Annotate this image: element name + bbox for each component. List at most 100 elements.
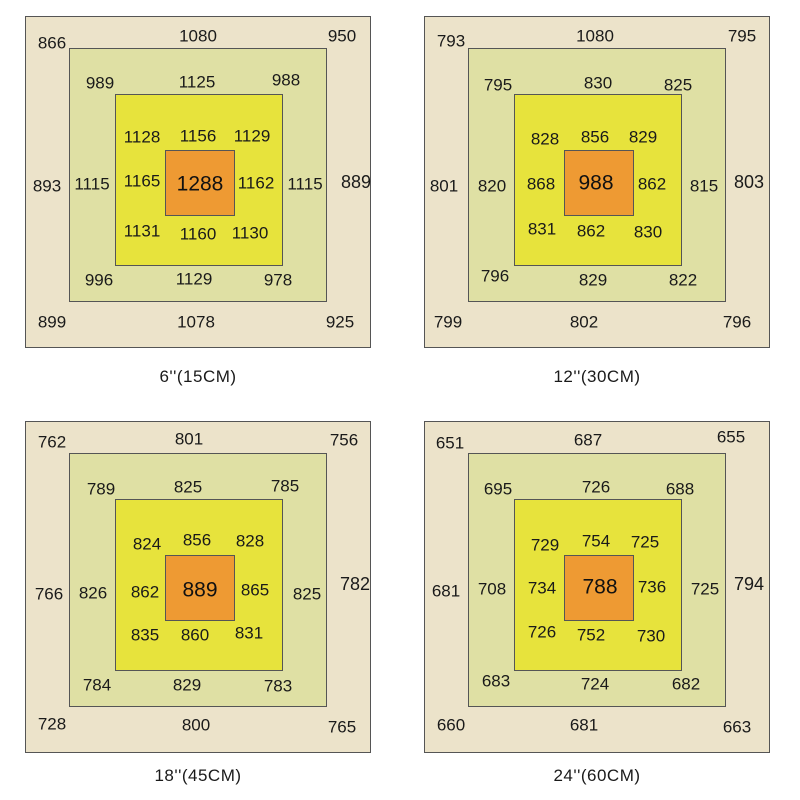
middle-bottom-value: 1129 (175, 269, 213, 289)
middle-top-right-value: 825 (663, 75, 693, 95)
outer-bottom-value: 800 (181, 715, 211, 735)
outer-top-value: 1080 (576, 26, 614, 46)
middle-top-left-value: 695 (483, 479, 513, 499)
outer-bottom-value: 1078 (177, 312, 215, 332)
inner-top-right-value: 829 (628, 127, 658, 147)
inner-left-value: 862 (130, 582, 160, 602)
outer-top-value: 687 (573, 430, 603, 450)
panel-caption: 24''(60CM) (553, 766, 641, 785)
middle-top-right-value: 688 (665, 479, 695, 499)
inner-top-left-value: 1128 (123, 127, 161, 147)
inner-top-right-value: 725 (630, 532, 660, 552)
inner-bottom-right-value: 1130 (231, 223, 269, 243)
inner-bottom-right-value: 830 (633, 222, 663, 242)
center-value: 988 (578, 171, 614, 195)
ppfd-map-12in: 793 1080 795 801 803 799 802 796 795 830… (424, 16, 770, 348)
middle-top-left-value: 989 (85, 73, 115, 93)
outer-bottom-left-value: 728 (37, 714, 67, 734)
outer-bottom-right-value: 796 (722, 312, 752, 332)
middle-bottom-right-value: 822 (668, 270, 698, 290)
inner-left-value: 868 (526, 174, 556, 194)
inner-bottom-right-value: 730 (636, 626, 666, 646)
middle-right-value: 725 (690, 579, 720, 599)
outer-top-value: 1080 (179, 26, 217, 46)
ppfd-map-6in: 866 1080 950 893 889 899 1078 925 989 11… (25, 16, 371, 348)
inner-bottom-left-value: 1131 (123, 221, 161, 241)
inner-bottom-left-value: 726 (527, 622, 557, 642)
outer-left-value: 681 (431, 581, 461, 601)
middle-top-value: 825 (173, 477, 203, 497)
inner-right-value: 862 (637, 174, 667, 194)
middle-bottom-right-value: 783 (263, 676, 293, 696)
inner-bottom-left-value: 831 (527, 219, 557, 239)
outer-left-value: 893 (32, 176, 62, 196)
middle-bottom-value: 724 (580, 674, 610, 694)
middle-top-right-value: 785 (270, 476, 300, 496)
ppfd-map-24in: 651 687 655 681 794 660 681 663 695 726 … (424, 421, 770, 753)
middle-bottom-left-value: 784 (82, 675, 112, 695)
inner-top-value: 856 (580, 127, 610, 147)
middle-bottom-left-value: 683 (481, 671, 511, 691)
panel-caption: 18''(45CM) (154, 766, 242, 785)
outer-top-left-value: 762 (37, 432, 67, 452)
outer-left-value: 801 (429, 176, 459, 196)
outer-top-right-value: 756 (329, 430, 359, 450)
inner-left-value: 734 (527, 578, 557, 598)
outer-right-value: 889 (340, 172, 372, 192)
middle-bottom-left-value: 796 (480, 266, 510, 286)
outer-top-left-value: 651 (435, 433, 465, 453)
middle-top-value: 1125 (178, 72, 216, 92)
middle-bottom-right-value: 978 (263, 270, 293, 290)
center-value: 788 (582, 575, 618, 599)
middle-bottom-value: 829 (172, 675, 202, 695)
middle-right-value: 825 (292, 584, 322, 604)
middle-bottom-value: 829 (578, 270, 608, 290)
center-zone (165, 555, 235, 621)
inner-bottom-left-value: 835 (130, 625, 160, 645)
outer-top-value: 801 (174, 429, 204, 449)
panel-caption: 6''(15CM) (159, 367, 237, 386)
outer-bottom-left-value: 899 (37, 312, 67, 332)
inner-top-value: 856 (182, 530, 212, 550)
middle-right-value: 815 (689, 176, 719, 196)
inner-top-value: 1156 (179, 126, 217, 146)
center-zone (564, 555, 634, 621)
center-zone (165, 150, 235, 216)
middle-bottom-right-value: 682 (671, 674, 701, 694)
inner-top-right-value: 828 (235, 531, 265, 551)
inner-bottom-value: 862 (576, 221, 606, 241)
center-value: 889 (182, 578, 218, 602)
inner-zone (514, 499, 682, 671)
middle-top-left-value: 789 (86, 479, 116, 499)
outer-right-value: 794 (733, 574, 765, 594)
inner-top-right-value: 1129 (233, 126, 271, 146)
middle-top-value: 830 (583, 73, 613, 93)
outer-top-right-value: 795 (727, 26, 757, 46)
center-zone (564, 150, 634, 216)
inner-top-left-value: 729 (530, 535, 560, 555)
middle-top-right-value: 988 (271, 70, 301, 90)
outer-bottom-value: 802 (569, 312, 599, 332)
inner-right-value: 865 (240, 580, 270, 600)
outer-bottom-right-value: 925 (325, 312, 355, 332)
outer-top-left-value: 866 (37, 33, 67, 53)
outer-top-right-value: 655 (716, 427, 746, 447)
inner-right-value: 1162 (237, 173, 275, 193)
ppfd-map-18in: 762 801 756 766 782 728 800 765 789 825 … (25, 421, 371, 753)
middle-bottom-left-value: 996 (84, 270, 114, 290)
outer-bottom-right-value: 765 (327, 717, 357, 737)
inner-top-left-value: 828 (530, 129, 560, 149)
middle-top-value: 726 (581, 477, 611, 497)
inner-left-value: 1165 (123, 171, 161, 191)
middle-left-value: 1115 (74, 174, 110, 194)
inner-top-value: 754 (581, 531, 611, 551)
inner-right-value: 736 (637, 577, 667, 597)
outer-left-value: 766 (34, 584, 64, 604)
outer-bottom-left-value: 799 (433, 312, 463, 332)
inner-bottom-right-value: 831 (234, 623, 264, 643)
middle-right-value: 1115 (287, 174, 323, 194)
panel-caption: 12''(30CM) (553, 367, 641, 386)
outer-bottom-right-value: 663 (722, 717, 752, 737)
middle-top-left-value: 795 (483, 75, 513, 95)
inner-bottom-value: 860 (180, 625, 210, 645)
